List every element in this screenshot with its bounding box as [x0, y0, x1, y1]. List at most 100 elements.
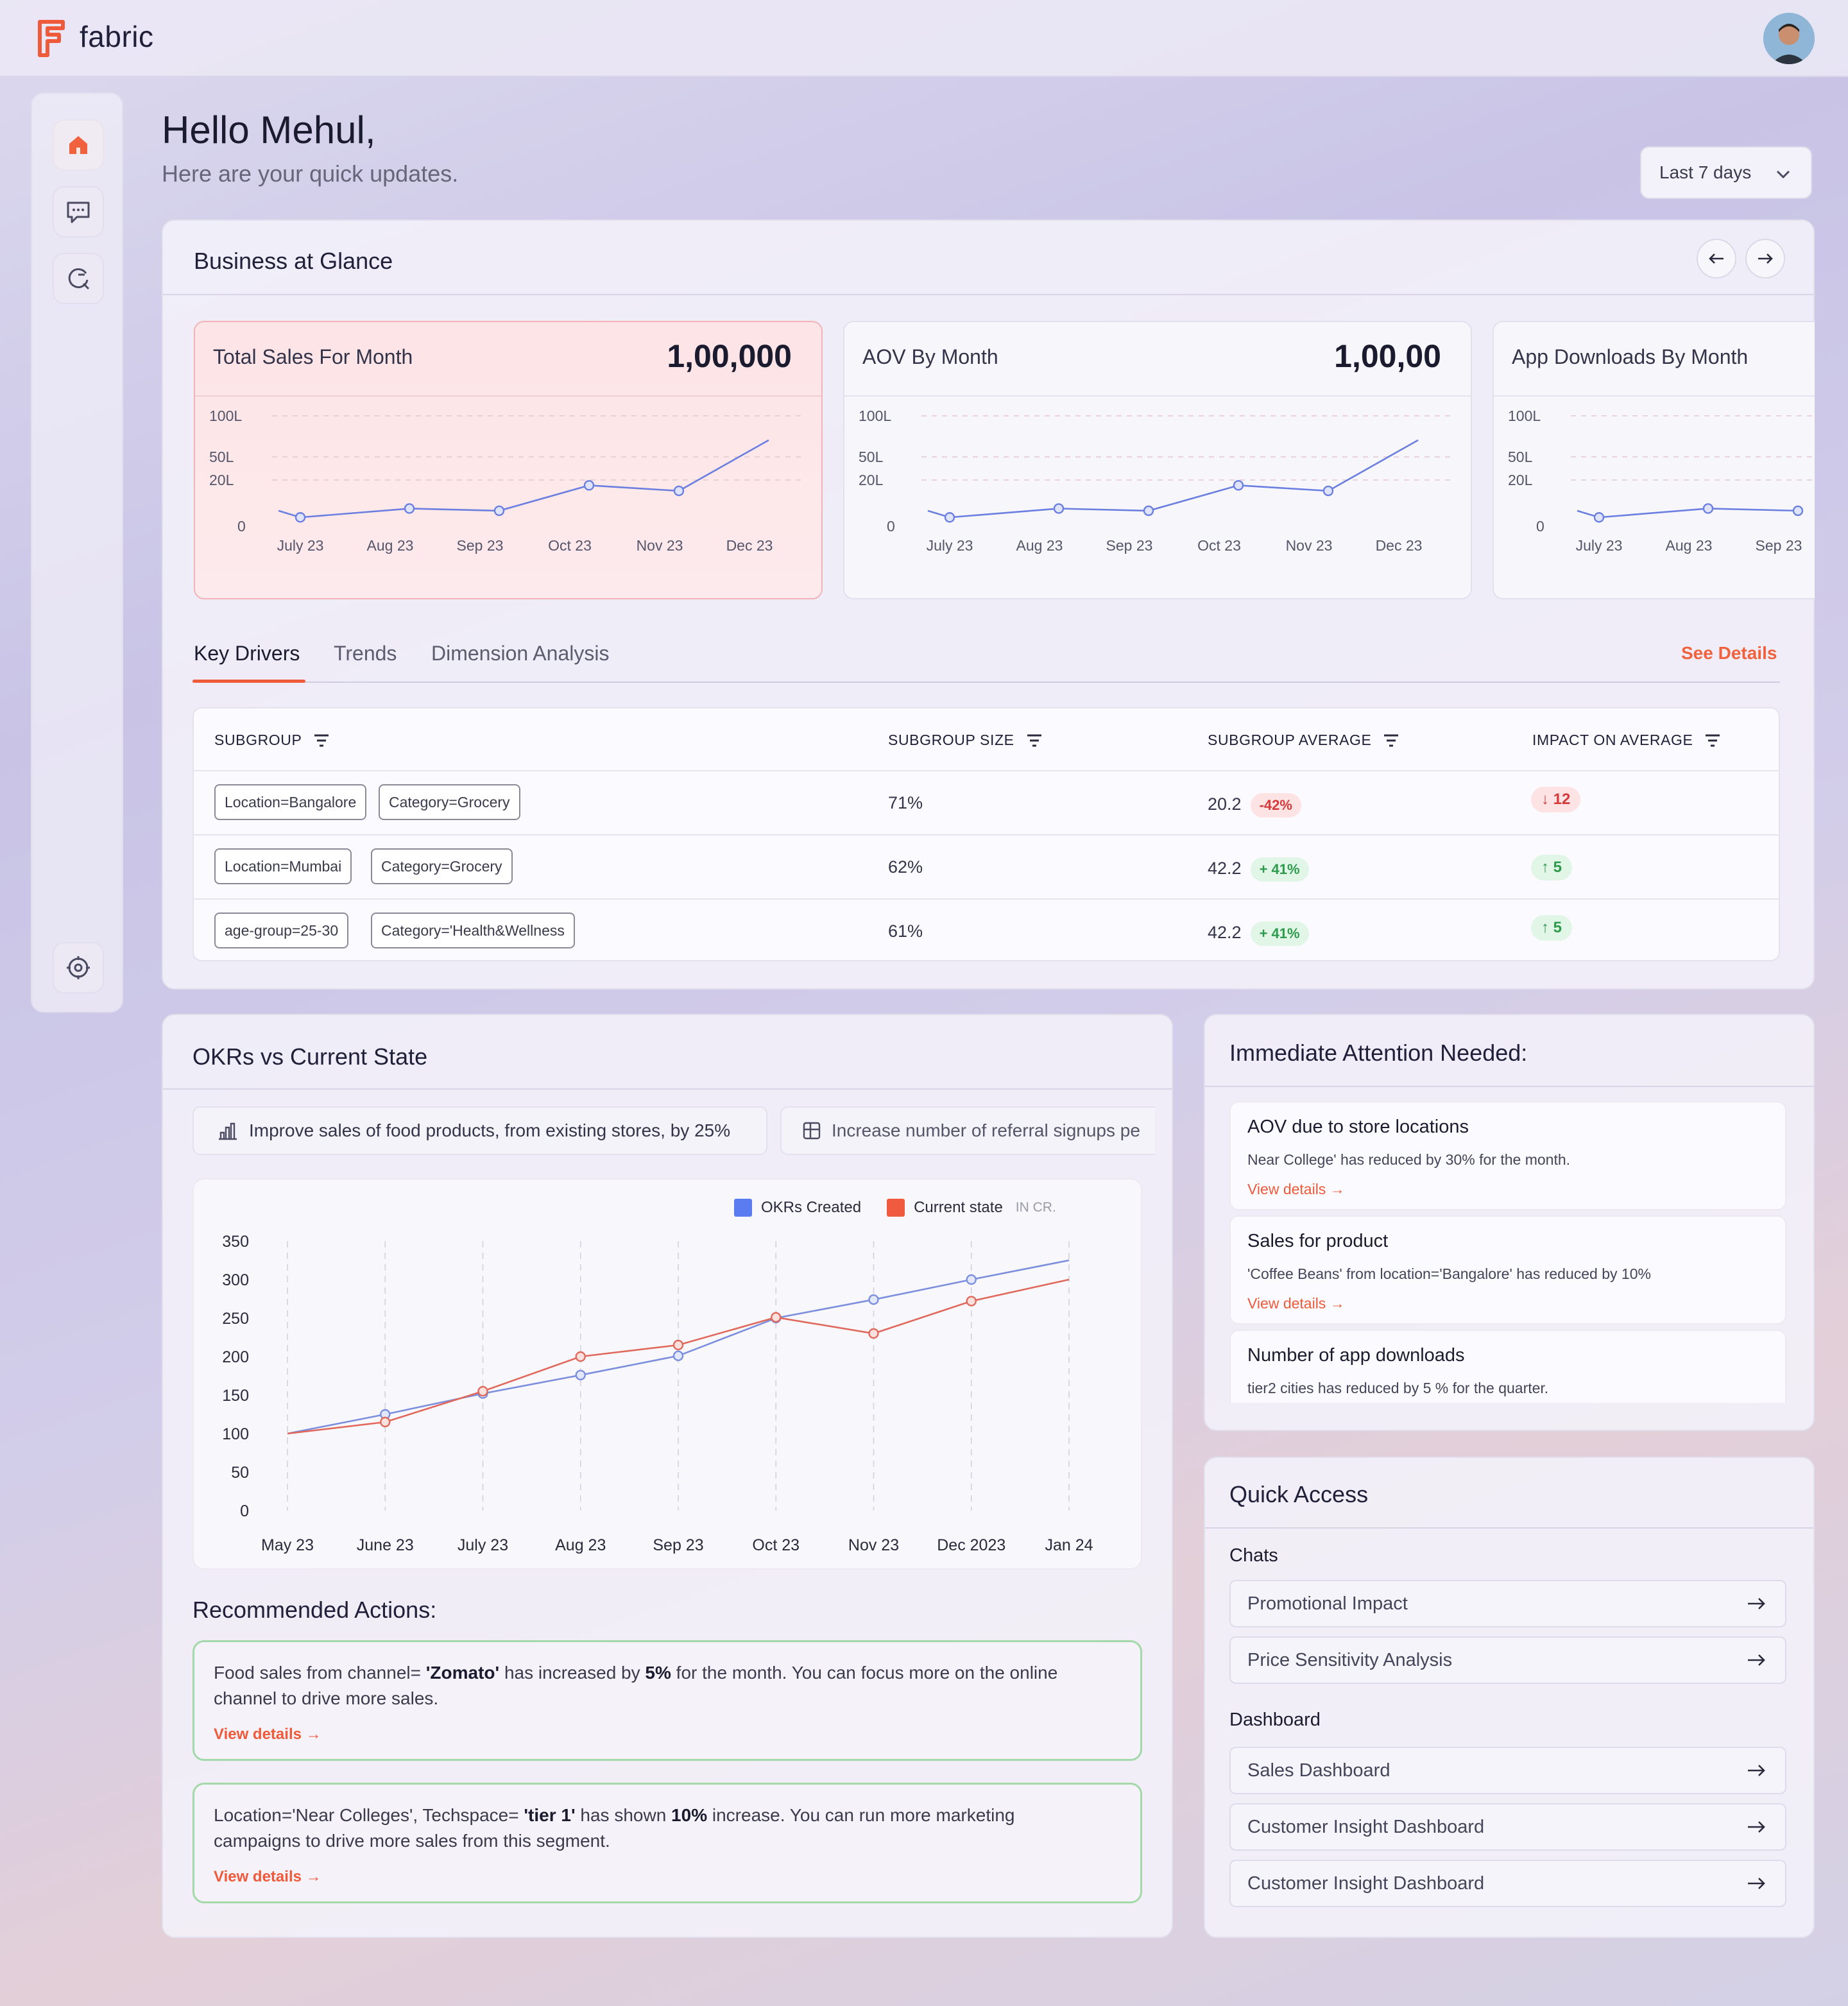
view-details-link[interactable]: View details → — [214, 1868, 321, 1885]
sidebar-item-home[interactable] — [53, 119, 104, 171]
okr-pill-referral[interactable]: Increase number of referral signups pe — [780, 1106, 1155, 1155]
filter-icon — [314, 734, 329, 746]
table-row[interactable]: Location=Bangalore Category=Grocery 71% … — [194, 770, 1779, 834]
y-tick-label: 20L — [859, 472, 884, 488]
arrow-right-icon: → — [1330, 1295, 1345, 1312]
data-point — [944, 512, 955, 523]
data-point — [672, 1350, 684, 1361]
view-details-link[interactable]: View details → — [214, 1726, 321, 1743]
col-header-average[interactable]: SUBGROUP AVERAGE — [1208, 732, 1399, 749]
next-arrow-button[interactable] — [1745, 239, 1785, 279]
recommended-card[interactable]: Location='Near Colleges', Techspace= 'ti… — [193, 1783, 1142, 1903]
prev-arrow-button[interactable] — [1697, 239, 1736, 279]
okr-line-chart: 0 50 100 150 200 250 300 350 May 23 June 23 July 2… — [222, 1233, 1093, 1554]
kpi-card-total-sales[interactable]: Total Sales For Month 1,00,000 0 20L 50L 10… — [194, 321, 823, 599]
col-header-impact[interactable]: IMPACT ON AVERAGE — [1532, 732, 1721, 749]
arrow-right-icon — [1748, 1654, 1765, 1666]
x-tick-label: Oct 23 — [752, 1536, 800, 1554]
col-header-size[interactable]: SUBGROUP SIZE — [888, 732, 1043, 749]
kpi-card-app-downloads[interactable]: App Downloads By Month 0 20L 50L 100L July 2… — [1493, 321, 1815, 599]
x-tick-label: Sep 23 — [653, 1536, 703, 1554]
data-point — [477, 1385, 488, 1397]
alert-title: AOV due to store locations — [1247, 1117, 1469, 1137]
legend-label-okr: OKRs Created — [761, 1199, 862, 1216]
kpi-value: 1,00,000 — [667, 338, 792, 374]
sidebar-item-chat[interactable] — [53, 186, 104, 237]
avg-change-badge: + 41% — [1250, 857, 1309, 882]
subgroup-tag: Category=Grocery — [379, 784, 520, 820]
y-tick-label: 0 — [237, 518, 246, 535]
greeting-title: Hello Mehul, — [162, 108, 376, 151]
kpi-card-aov[interactable]: AOV By Month 1,00,00 0 20L 50L 100L July 23 A… — [843, 321, 1472, 599]
series-line — [278, 439, 769, 519]
refresh-search-icon — [68, 268, 90, 290]
sidebar-item-search[interactable] — [53, 253, 104, 304]
user-avatar[interactable] — [1763, 13, 1815, 64]
tab-trends[interactable]: Trends — [334, 642, 397, 665]
alert-card[interactable]: Sales for product 'Coffee Beans' from lo… — [1229, 1215, 1786, 1324]
x-tick-label: Dec 23 — [1376, 537, 1423, 554]
x-tick-label: Sep 23 — [1756, 537, 1802, 554]
legend-unit: IN CR. — [1015, 1200, 1056, 1215]
table-row[interactable]: age-group=25-30 Category='Health&Wellnes… — [194, 898, 1779, 960]
chat-icon — [67, 201, 90, 223]
avatar-icon — [1763, 13, 1815, 64]
alert-card[interactable]: AOV due to store locations Near College'… — [1229, 1101, 1786, 1210]
x-tick-label: Sep 23 — [1106, 537, 1153, 554]
data-point — [493, 505, 505, 517]
quick-link-price-sensitivity[interactable]: Price Sensitivity Analysis — [1229, 1636, 1786, 1684]
quick-link-sales-dashboard[interactable]: Sales Dashboard — [1229, 1747, 1786, 1794]
app-name[interactable]: fabric — [80, 20, 154, 53]
arrow-right-icon — [1748, 1765, 1765, 1776]
x-tick-label: Oct 23 — [1197, 537, 1241, 554]
date-range-select[interactable]: Last 7 days — [1640, 146, 1812, 199]
x-tick-label: May 23 — [261, 1536, 314, 1554]
y-tick-label: 100L — [209, 407, 242, 424]
subgroup-tag: Location=Bangalore — [214, 784, 367, 820]
arrow-up-icon: ↑ — [1541, 919, 1549, 936]
x-tick-label: Jan 24 — [1045, 1536, 1093, 1554]
glance-title: Business at Glance — [194, 248, 393, 274]
data-point — [672, 1339, 684, 1351]
quick-link-customer-insight-2[interactable]: Customer Insight Dashboard — [1229, 1860, 1786, 1907]
aov-line-chart: 0 20L 50L 100L July 23 Aug 23 Sep 23 Oct 23 Nov … — [859, 407, 1454, 554]
filter-icon — [1706, 734, 1720, 746]
arrow-down-icon: ↓ — [1541, 791, 1549, 808]
subgroup-tag: Category='Health&Wellness — [371, 913, 575, 948]
arrow-right-icon: → — [305, 1868, 321, 1885]
attention-title: Immediate Attention Needed: — [1229, 1040, 1528, 1066]
y-tick-label: 200 — [222, 1348, 249, 1366]
settings-cloud-icon — [67, 956, 90, 979]
data-point — [1053, 503, 1065, 514]
sidebar-item-settings[interactable] — [53, 942, 104, 993]
recommended-card[interactable]: Food sales from channel= 'Zomato' has in… — [193, 1640, 1142, 1761]
view-details-link[interactable]: View details → — [1247, 1295, 1345, 1312]
see-details-link[interactable]: See Details — [1681, 643, 1777, 663]
table-grid-icon — [803, 1122, 821, 1140]
quick-link-customer-insight[interactable]: Customer Insight Dashboard — [1229, 1803, 1786, 1851]
y-tick-label: 0 — [887, 518, 895, 535]
arrow-right-icon — [1758, 253, 1773, 264]
sidebar — [31, 92, 123, 1013]
y-tick-label: 250 — [222, 1310, 249, 1328]
fabric-logo-icon[interactable] — [36, 18, 67, 59]
view-details-link[interactable]: View details → — [1247, 1181, 1345, 1197]
quick-link-promotional-impact[interactable]: Promotional Impact — [1229, 1580, 1786, 1627]
arrow-left-icon — [1709, 253, 1724, 264]
subgroup-size: 61% — [888, 922, 923, 941]
tab-dimension-analysis[interactable]: Dimension Analysis — [431, 642, 610, 665]
bar-chart-icon — [219, 1122, 237, 1140]
data-point — [380, 1416, 391, 1428]
arrow-right-icon: → — [305, 1726, 321, 1743]
chats-heading: Chats — [1229, 1545, 1278, 1566]
col-header-subgroup[interactable]: SUBGROUP — [214, 732, 330, 749]
okr-pill-food-sales[interactable]: Improve sales of food products, from exi… — [193, 1106, 767, 1155]
tab-key-drivers[interactable]: Key Drivers — [194, 642, 300, 665]
recommendation-text: Food sales from channel= 'Zomato' has in… — [214, 1663, 1058, 1708]
arrow-up-icon: ↑ — [1541, 859, 1549, 876]
attention-list[interactable]: AOV due to store locations Near College'… — [1229, 1101, 1786, 1403]
active-tab-indicator — [193, 680, 305, 683]
y-tick-label: 50 — [231, 1464, 249, 1482]
alert-card[interactable]: Number of app downloads tier2 cities has… — [1229, 1330, 1786, 1403]
table-row[interactable]: Location=Mumbai Category=Grocery 62% 42.… — [194, 834, 1779, 898]
